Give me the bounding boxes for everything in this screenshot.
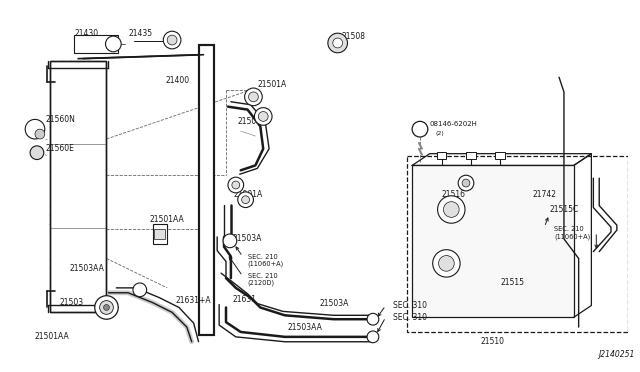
Bar	[198, 45, 214, 335]
Circle shape	[104, 305, 109, 310]
Text: 21503: 21503	[60, 298, 84, 307]
Bar	[412, 166, 573, 317]
Text: 21631+A: 21631+A	[175, 296, 211, 305]
Bar	[495, 152, 505, 158]
Circle shape	[433, 250, 460, 277]
Circle shape	[167, 35, 177, 45]
Text: 21501: 21501	[237, 117, 262, 126]
Text: SEC. 210: SEC. 210	[248, 254, 277, 260]
Text: 21515C: 21515C	[549, 205, 579, 214]
Circle shape	[438, 196, 465, 223]
Text: SEC. 310: SEC. 310	[392, 301, 426, 310]
Text: SEC. 210: SEC. 210	[554, 226, 584, 232]
Circle shape	[106, 36, 121, 52]
Circle shape	[228, 177, 244, 193]
Text: 21901A: 21901A	[234, 190, 263, 199]
Text: 21510: 21510	[481, 337, 505, 346]
Text: 21501A: 21501A	[257, 80, 287, 89]
Bar	[407, 155, 628, 332]
Bar	[198, 45, 214, 335]
Text: 21503A: 21503A	[233, 234, 262, 243]
Circle shape	[242, 196, 250, 203]
Circle shape	[462, 179, 470, 187]
Circle shape	[95, 296, 118, 319]
Circle shape	[255, 108, 272, 125]
Circle shape	[30, 146, 44, 160]
Circle shape	[163, 31, 181, 49]
Bar	[50, 61, 106, 312]
Text: SEC. 310: SEC. 310	[392, 313, 426, 322]
Circle shape	[248, 92, 259, 102]
Bar	[152, 224, 167, 244]
Text: (2): (2)	[436, 131, 444, 136]
Circle shape	[333, 38, 342, 48]
Text: 21435: 21435	[128, 29, 152, 38]
Text: 21515: 21515	[500, 279, 524, 288]
Circle shape	[100, 301, 113, 314]
Text: (11060+A): (11060+A)	[554, 234, 591, 240]
Text: 21560N: 21560N	[45, 115, 76, 124]
Circle shape	[444, 202, 459, 217]
Circle shape	[237, 192, 253, 208]
Circle shape	[35, 129, 45, 139]
Circle shape	[458, 175, 474, 191]
Text: J2140251: J2140251	[598, 350, 635, 359]
Text: 21501AA: 21501AA	[35, 332, 70, 341]
Text: 21503A: 21503A	[319, 299, 348, 308]
Text: B: B	[417, 127, 422, 132]
Text: 21742: 21742	[532, 190, 557, 199]
Bar	[436, 152, 447, 158]
Bar	[154, 229, 165, 239]
Circle shape	[328, 33, 348, 53]
Circle shape	[367, 331, 379, 343]
Bar	[74, 35, 118, 53]
Text: 21516: 21516	[442, 190, 465, 199]
Bar	[466, 152, 476, 158]
Circle shape	[133, 283, 147, 297]
Text: 08146-6202H: 08146-6202H	[429, 121, 477, 127]
Text: 21503AA: 21503AA	[288, 323, 323, 331]
Circle shape	[412, 121, 428, 137]
Circle shape	[259, 112, 268, 121]
Text: 21501AA: 21501AA	[150, 215, 184, 224]
Circle shape	[232, 181, 240, 189]
Circle shape	[25, 119, 45, 139]
Text: (2120D): (2120D)	[248, 280, 275, 286]
Text: 21560E: 21560E	[45, 144, 75, 153]
Circle shape	[223, 234, 237, 248]
Text: 21508: 21508	[342, 32, 365, 41]
Circle shape	[244, 88, 262, 106]
Bar	[50, 61, 106, 312]
Circle shape	[438, 256, 454, 271]
Text: 21430: 21430	[74, 29, 99, 38]
Text: 21503AA: 21503AA	[69, 264, 104, 273]
Circle shape	[367, 313, 379, 325]
Text: (11060+A): (11060+A)	[248, 260, 284, 267]
Text: SEC. 210: SEC. 210	[248, 273, 277, 279]
Text: 21631: 21631	[233, 295, 257, 304]
Text: 21400: 21400	[165, 76, 189, 85]
